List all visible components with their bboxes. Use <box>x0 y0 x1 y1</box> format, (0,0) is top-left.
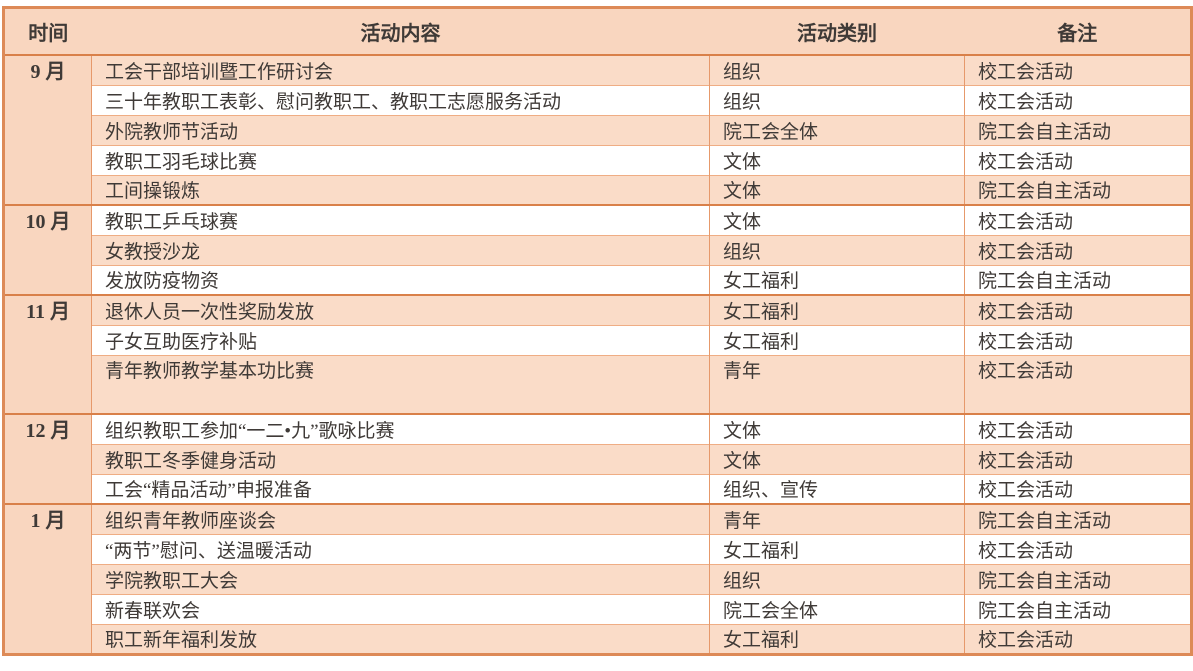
activity-content-cell: 组织青年教师座谈会 <box>91 503 710 534</box>
activity-content-cell: 教职工冬季健身活动 <box>91 443 710 474</box>
month-cell: 10 月 <box>3 204 92 295</box>
table-row: 工会“精品活动”申报准备 组织、宣传 校工会活动 <box>4 473 1192 504</box>
activity-category-cell: 女工福利 <box>709 294 965 325</box>
activity-category-cell: 文体 <box>709 204 965 235</box>
activity-schedule-table: 时间 活动内容 活动类别 备注 9 月工会干部培训暨工作研讨会 组织 校工会活动 三十… <box>2 6 1193 656</box>
activity-content-cell: 工会干部培训暨工作研讨会 <box>91 54 710 85</box>
column-header-content: 活动内容 <box>91 7 710 56</box>
activity-content-cell: 发放防疫物资 <box>91 264 710 295</box>
activity-category-cell: 女工福利 <box>709 264 965 295</box>
table-row: 学院教职工大会 组织 院工会自主活动 <box>4 563 1192 594</box>
table-row: 教职工冬季健身活动 文体 校工会活动 <box>4 443 1192 474</box>
note-cell: 校工会活动 <box>964 54 1192 85</box>
activity-category-cell: 文体 <box>709 174 965 205</box>
table-row: 10 月教职工乒乓球赛 文体 校工会活动 <box>3 204 1192 295</box>
table-row: 1 月组织青年教师座谈会 青年 院工会自主活动 <box>3 503 1192 654</box>
activity-category-cell: 组织 <box>709 234 965 265</box>
month-cell: 12 月 <box>3 413 92 504</box>
table-row: 子女互助医疗补贴 女工福利 校工会活动 <box>4 324 1192 355</box>
note-cell: 院工会自主活动 <box>964 264 1192 295</box>
activity-category-cell: 女工福利 <box>709 533 965 564</box>
note-cell: 校工会活动 <box>964 443 1192 474</box>
activity-category-cell: 组织、宣传 <box>709 473 965 504</box>
note-cell: 校工会活动 <box>964 623 1192 654</box>
table-row: 职工新年福利发放 女工福利 校工会活动 <box>4 623 1192 654</box>
note-cell: 校工会活动 <box>964 144 1192 175</box>
note-cell: 校工会活动 <box>964 354 1192 414</box>
column-header-time: 时间 <box>3 7 92 56</box>
table-header-row: 时间 活动内容 活动类别 备注 <box>3 7 1192 56</box>
table-row: 外院教师节活动 院工会全体 院工会自主活动 <box>4 114 1192 145</box>
column-header-category: 活动类别 <box>709 7 965 56</box>
table-row: 11 月退休人员一次性奖励发放 女工福利 校工会活动 <box>3 294 1192 414</box>
note-cell: 校工会活动 <box>964 473 1192 504</box>
activity-category-cell: 组织 <box>709 54 965 85</box>
activity-content-cell: 学院教职工大会 <box>91 563 710 594</box>
activity-category-cell: 文体 <box>709 443 965 474</box>
table-row: 12 月组织教职工参加“一二•九”歌咏比赛 文体 校工会活动 <box>3 413 1192 504</box>
activity-category-cell: 青年 <box>709 503 965 534</box>
activity-category-cell: 文体 <box>709 144 965 175</box>
table-row: 女教授沙龙 组织 校工会活动 <box>4 234 1192 265</box>
month-cell: 11 月 <box>3 294 92 414</box>
note-cell: 校工会活动 <box>964 324 1192 355</box>
activity-content-cell: 工会“精品活动”申报准备 <box>91 473 710 504</box>
table-body: 9 月工会干部培训暨工作研讨会 组织 校工会活动 三十年教职工表彰、慰问教职工、教职工… <box>3 54 1192 654</box>
activity-content-cell: 职工新年福利发放 <box>91 623 710 654</box>
activity-content-cell: 三十年教职工表彰、慰问教职工、教职工志愿服务活动 <box>91 84 710 115</box>
activity-category-cell: 文体 <box>709 413 965 444</box>
column-header-note: 备注 <box>964 7 1192 56</box>
month-cell: 1 月 <box>3 503 92 654</box>
table-row: 新春联欢会 院工会全体 院工会自主活动 <box>4 593 1192 624</box>
note-cell: 校工会活动 <box>964 204 1192 235</box>
activity-content-cell: 女教授沙龙 <box>91 234 710 265</box>
activity-content-cell: “两节”慰问、送温暖活动 <box>91 533 710 564</box>
activity-content-cell: 工间操锻炼 <box>91 174 710 205</box>
activity-content-cell: 教职工乒乓球赛 <box>91 204 710 235</box>
table-row: 教职工羽毛球比赛 文体 校工会活动 <box>4 144 1192 175</box>
note-cell: 校工会活动 <box>964 294 1192 325</box>
activity-category-cell: 组织 <box>709 563 965 594</box>
note-cell: 院工会自主活动 <box>964 114 1192 145</box>
note-cell: 院工会自主活动 <box>964 593 1192 624</box>
table-row: “两节”慰问、送温暖活动 女工福利 校工会活动 <box>4 533 1192 564</box>
activity-category-cell: 女工福利 <box>709 623 965 654</box>
table-row: 发放防疫物资 女工福利 院工会自主活动 <box>4 264 1192 295</box>
note-cell: 院工会自主活动 <box>964 174 1192 205</box>
table-row: 工间操锻炼 文体 院工会自主活动 <box>4 174 1192 205</box>
table-row: 青年教师教学基本功比赛 青年 校工会活动 <box>4 354 1192 414</box>
activity-category-cell: 青年 <box>709 354 965 414</box>
table-row: 9 月工会干部培训暨工作研讨会 组织 校工会活动 <box>3 54 1192 205</box>
note-cell: 校工会活动 <box>964 234 1192 265</box>
activity-content-cell: 青年教师教学基本功比赛 <box>91 354 710 414</box>
activity-category-cell: 院工会全体 <box>709 114 965 145</box>
activity-content-cell: 组织教职工参加“一二•九”歌咏比赛 <box>91 413 710 444</box>
note-cell: 院工会自主活动 <box>964 503 1192 534</box>
note-cell: 院工会自主活动 <box>964 563 1192 594</box>
note-cell: 校工会活动 <box>964 84 1192 115</box>
activity-category-cell: 组织 <box>709 84 965 115</box>
month-cell: 9 月 <box>3 54 92 205</box>
activity-category-cell: 女工福利 <box>709 324 965 355</box>
activity-content-cell: 退休人员一次性奖励发放 <box>91 294 710 325</box>
table-row: 三十年教职工表彰、慰问教职工、教职工志愿服务活动 组织 校工会活动 <box>4 84 1192 115</box>
activity-content-cell: 新春联欢会 <box>91 593 710 624</box>
activity-content-cell: 子女互助医疗补贴 <box>91 324 710 355</box>
note-cell: 校工会活动 <box>964 413 1192 444</box>
note-cell: 校工会活动 <box>964 533 1192 564</box>
activity-content-cell: 教职工羽毛球比赛 <box>91 144 710 175</box>
activity-content-cell: 外院教师节活动 <box>91 114 710 145</box>
activity-category-cell: 院工会全体 <box>709 593 965 624</box>
